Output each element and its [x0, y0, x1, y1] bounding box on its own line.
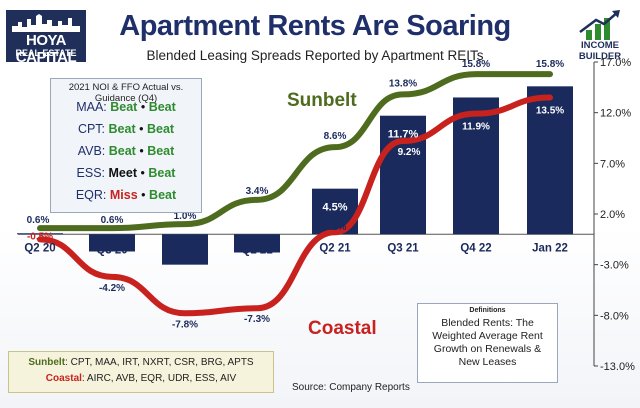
definitions-title: Definitions — [469, 307, 506, 314]
guidance-noi-result: Meet — [108, 166, 137, 180]
source-note: Source: Company Reports — [292, 382, 410, 393]
bar — [453, 97, 499, 235]
chart-title: Apartment Rents Are Soaring — [119, 10, 511, 42]
guidance-ticker: CPT: — [77, 122, 106, 136]
coastal-data-label: 0.2% — [324, 222, 347, 233]
coastal-data-label: 13.5% — [536, 105, 564, 116]
income-builder-wordmark: INCOME BUILDER — [578, 40, 622, 62]
x-category-label: Q4 20 — [169, 244, 200, 256]
sunbelt-data-label: 8.6% — [324, 131, 347, 142]
coastal-members: : AIRC, AVB, EQR, UDR, ESS, AIV — [81, 373, 237, 384]
guidance-noi-result: Beat — [110, 100, 138, 114]
guidance-row: ESS: Meet • Beat — [51, 166, 201, 180]
guidance-ticker: MAA: — [76, 100, 107, 114]
x-category-label: Q1 21 — [241, 244, 273, 256]
logo-line-2: REAL ESTATE — [15, 48, 77, 58]
income-builder-logo-icon — [579, 10, 620, 40]
group-members-box: Sunbelt: CPT, MAA, IRT, NXRT, CSR, BRG, … — [8, 351, 274, 393]
y-tick-label: 7.0% — [600, 158, 625, 170]
guidance-separator: • — [139, 122, 144, 136]
y-tick-label: 17.0% — [600, 57, 631, 69]
guidance-row: CPT: Beat • Beat — [51, 122, 201, 136]
sunbelt-data-label: 3.4% — [246, 186, 269, 197]
guidance-separator: • — [141, 188, 146, 202]
guidance-separator: • — [140, 100, 146, 114]
x-category-label: Q3 20 — [96, 244, 127, 256]
skyline-icon — [12, 14, 80, 32]
coastal-group-name: Coastal — [45, 373, 82, 384]
guidance-ffo-result: Beat — [148, 166, 176, 180]
bar — [89, 234, 135, 252]
bar — [527, 86, 573, 235]
guidance-row: EQR: Miss • Beat — [51, 188, 201, 202]
coastal-data-label: -0.5% — [27, 231, 53, 242]
coastal-data-label: -7.8% — [172, 319, 198, 330]
coastal-data-label: -7.3% — [244, 314, 270, 325]
sunbelt-data-label: 0.6% — [27, 215, 50, 226]
coastal-data-label: 9.2% — [398, 147, 421, 158]
x-category-label: Q3 21 — [387, 242, 419, 254]
guidance-ticker: EQR: — [75, 188, 107, 202]
guidance-ffo-result: Beat — [149, 188, 177, 202]
sunbelt-data-label: 13.8% — [389, 78, 417, 89]
y-tick-label: -13.0% — [600, 361, 635, 373]
coastal-data-label: 11.9% — [462, 122, 490, 133]
guidance-noi-result: Beat — [108, 122, 136, 136]
sunbelt-group-name: Sunbelt — [28, 357, 66, 368]
sunbelt-data-label: 15.8% — [462, 59, 490, 70]
y-tick-label: 2.0% — [600, 209, 625, 221]
y-tick-label: -8.0% — [600, 310, 629, 322]
y-tick-label: -3.0% — [600, 260, 629, 272]
bar-data-label: 4.5% — [322, 202, 347, 214]
guidance-ffo-result: Beat — [146, 122, 175, 136]
guidance-row: AVB: Beat • Beat — [51, 144, 201, 158]
sunbelt-data-label: 0.6% — [101, 215, 124, 226]
hoya-capital-logo: HOYA CAPITAL REAL ESTATE — [6, 10, 86, 66]
sunbelt-data-label: 15.8% — [536, 59, 564, 70]
x-category-label: Q2 21 — [319, 242, 351, 254]
sunbelt-series-label: Sunbelt — [287, 90, 357, 111]
guidance-ffo-result: Beat — [147, 144, 175, 158]
guidance-noi-result: Miss — [109, 188, 138, 202]
guidance-ffo-result: Beat — [148, 100, 176, 114]
bar — [17, 233, 63, 235]
x-category-label: Q4 22 — [460, 242, 491, 254]
sunbelt-line — [37, 71, 553, 232]
definitions-body: Blended Rents: The Weighted Average Rent… — [432, 317, 543, 368]
guidance-heading: 2021 NOI & FFO Actual vs. Guidance (Q4) — [68, 82, 184, 104]
bar — [162, 234, 208, 265]
bar-data-label: 11.7% — [388, 129, 419, 141]
guidance-ticker: ESS: — [76, 166, 106, 180]
guidance-ticker: AVB: — [77, 144, 106, 158]
y-tick-label: 12.0% — [600, 108, 631, 120]
logo-line-1: HOYA CAPITAL — [15, 32, 77, 66]
guidance-separator: • — [139, 144, 144, 158]
sunbelt-data-label: 1.0% — [174, 211, 197, 222]
guidance-row: MAA: Beat • Beat — [51, 100, 201, 114]
definitions-box: Definitions Blended Rents: The Weighted … — [417, 303, 558, 383]
bar — [234, 234, 280, 253]
sunbelt-members-line: Sunbelt: CPT, MAA, IRT, NXRT, CSR, BRG, … — [9, 357, 273, 368]
chart-subtitle: Blended Leasing Spreads Reported by Apar… — [146, 48, 484, 63]
coastal-data-label: -4.2% — [99, 283, 125, 294]
sunbelt-members: : CPT, MAA, IRT, NXRT, CSR, BRG, APTS — [65, 357, 254, 368]
guidance-box: 2021 NOI & FFO Actual vs. Guidance (Q4) … — [50, 78, 202, 213]
bar — [380, 115, 426, 235]
x-category-label: Q2 20 — [24, 242, 55, 254]
coastal-members-line: Coastal: AIRC, AVB, EQR, UDR, ESS, AIV — [9, 373, 273, 384]
x-category-label: Jan 22 — [532, 242, 568, 254]
guidance-separator: • — [140, 166, 145, 180]
coastal-series-label: Coastal — [308, 318, 377, 339]
guidance-noi-result: Beat — [108, 144, 136, 158]
coastal-line — [37, 94, 553, 317]
